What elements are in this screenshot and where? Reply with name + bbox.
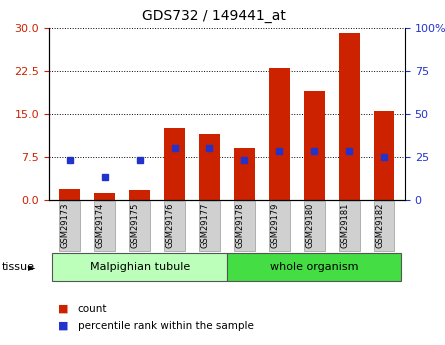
Text: GSM29178: GSM29178 [235,203,244,248]
Text: whole organism: whole organism [270,263,359,272]
FancyBboxPatch shape [269,201,290,251]
Text: ■: ■ [58,321,69,331]
Bar [339,33,360,200]
FancyBboxPatch shape [199,201,220,251]
FancyBboxPatch shape [373,201,394,251]
Text: GSM29174: GSM29174 [96,203,105,248]
FancyBboxPatch shape [304,201,325,251]
Bar [304,91,325,200]
Text: GSM29180: GSM29180 [305,203,314,248]
FancyBboxPatch shape [234,201,255,251]
Bar [199,134,220,200]
Text: GSM29179: GSM29179 [270,203,279,248]
Bar [269,68,290,200]
Text: Malpighian tubule: Malpighian tubule [89,263,190,272]
Text: GSM29181: GSM29181 [340,203,349,248]
Bar [373,111,394,200]
FancyBboxPatch shape [339,201,360,251]
Bar [164,128,185,200]
Text: ►: ► [28,263,35,272]
FancyBboxPatch shape [227,253,401,282]
Bar [94,193,115,200]
Text: tissue: tissue [2,263,35,272]
Bar [234,148,255,200]
FancyBboxPatch shape [164,201,185,251]
FancyBboxPatch shape [53,253,227,282]
Text: GDS732 / 149441_at: GDS732 / 149441_at [142,9,286,23]
FancyBboxPatch shape [94,201,115,251]
Text: GSM29175: GSM29175 [131,203,140,248]
Text: count: count [78,304,107,314]
Text: ■: ■ [58,304,69,314]
Bar [129,190,150,200]
Bar [60,189,81,200]
FancyBboxPatch shape [60,201,81,251]
FancyBboxPatch shape [129,201,150,251]
Text: GSM29182: GSM29182 [375,203,384,248]
Text: GSM29176: GSM29176 [166,203,174,248]
Text: GSM29177: GSM29177 [201,203,210,248]
Text: percentile rank within the sample: percentile rank within the sample [78,321,254,331]
Text: GSM29173: GSM29173 [61,203,70,248]
